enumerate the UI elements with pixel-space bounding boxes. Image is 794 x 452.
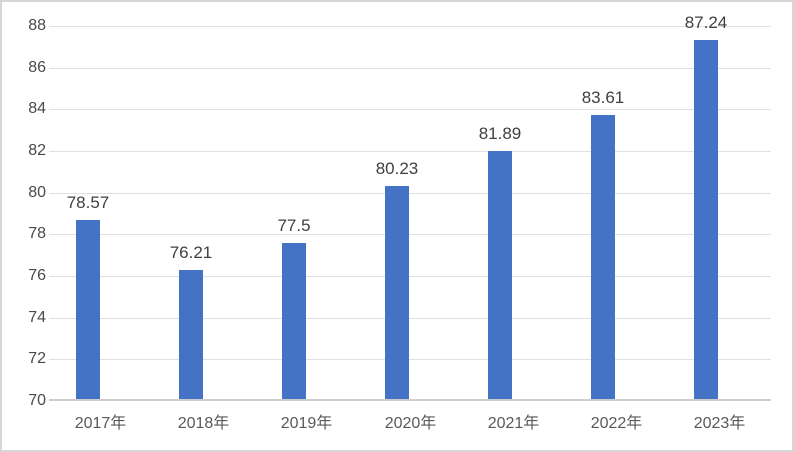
bar-2023年 [694,40,718,399]
bar-2021年 [488,151,512,399]
y-tick-label: 84 [28,100,46,117]
y-tick-label: 72 [28,350,46,367]
x-axis-line [49,399,771,401]
y-tick-label: 78 [28,225,46,242]
x-tick-label: 2018年 [177,415,230,432]
bar-value-label: 77.5 [277,216,311,235]
gridline-88 [49,26,771,27]
y-tick-label: 88 [28,17,46,34]
gridline-82 [49,151,771,152]
gridline-84 [49,109,771,110]
x-tick-label: 2023年 [693,415,746,432]
bar-2018年 [179,270,203,399]
bar-value-label: 87.24 [684,13,728,32]
bar-2017年 [76,220,100,399]
bar-value-label: 81.89 [478,124,522,143]
bar-value-label: 80.23 [375,159,419,178]
y-tick-label: 70 [28,392,46,409]
gridline-72 [49,359,771,360]
gridline-76 [49,276,771,277]
y-tick-label: 82 [28,142,46,159]
x-tick-label: 2019年 [280,415,333,432]
gridline-86 [49,68,771,69]
bar-value-label: 83.61 [581,88,625,107]
gridline-74 [49,318,771,319]
bar-value-label: 78.57 [66,193,110,212]
bar-2020年 [385,186,409,399]
gridline-78 [49,234,771,235]
bar-value-label: 76.21 [169,243,213,262]
x-tick-label: 2020年 [384,415,437,432]
y-tick-label: 86 [28,59,46,76]
bar-2019年 [282,243,306,399]
y-tick-label: 76 [28,267,46,284]
y-tick-label: 74 [28,309,46,326]
y-tick-label: 80 [28,184,46,201]
bar-2022年 [591,115,615,399]
x-tick-label: 2021年 [487,415,540,432]
plot-area [49,26,771,401]
gridline-80 [49,193,771,194]
x-tick-label: 2017年 [74,415,127,432]
x-tick-label: 2022年 [590,415,643,432]
